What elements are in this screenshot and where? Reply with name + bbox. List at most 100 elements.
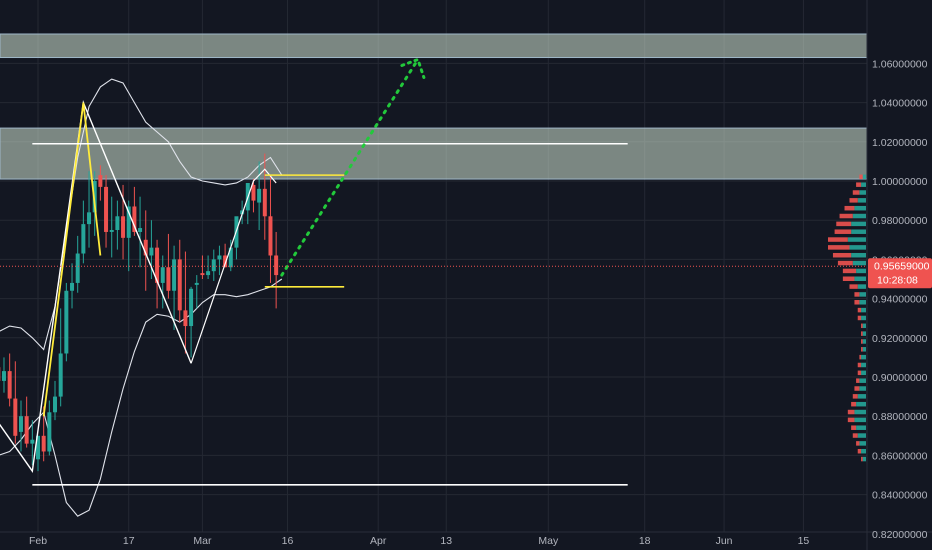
last-price-tag-bg (868, 258, 932, 289)
time-tick-label: 17 (123, 535, 135, 547)
candle-body (30, 439, 35, 444)
candle-body (70, 282, 75, 291)
drawings (0, 57, 867, 486)
volume-profile-up-bar (861, 182, 866, 187)
time-tick-label: May (538, 535, 559, 547)
candle-body (155, 247, 160, 283)
volume-profile-up-bar (862, 323, 866, 329)
time-tick-label: 16 (282, 535, 294, 547)
candle-body (13, 398, 18, 436)
volume-profile-up-bar (856, 401, 866, 407)
volume-profile-up-bar (862, 174, 866, 180)
volume-profile-up-bar (861, 362, 866, 368)
price-tick-label: 0.90000000 (872, 372, 928, 384)
volume-profile (828, 174, 866, 462)
candle-body (194, 282, 199, 285)
candle-body (143, 239, 148, 256)
time-tick-label: Feb (29, 535, 47, 547)
volume-profile-up-bar (854, 276, 866, 281)
volume-profile-up-bar (861, 448, 866, 454)
white-wave-line (0, 99, 192, 473)
volume-profile-up-bar (852, 260, 866, 266)
volume-profile-up-bar (851, 221, 866, 227)
price-tick-label: 1.06000000 (872, 58, 928, 70)
volume-profile-up-bar (851, 229, 866, 234)
candle-body (1, 371, 6, 381)
volume-profile-up-bar (857, 198, 866, 203)
projection-arrow-line (280, 57, 420, 277)
volume-profile-up-bar (859, 292, 866, 297)
volume-profile-down-bar (852, 394, 858, 399)
price-tick-label: 0.98000000 (872, 215, 928, 227)
candle-body (183, 310, 188, 327)
bollinger-bands (0, 78, 283, 517)
volume-profile-down-bar (849, 284, 858, 289)
volume-profile-down-bar (856, 378, 860, 383)
candle-body (98, 175, 103, 187)
price-tick-label: 0.88000000 (872, 411, 928, 423)
volume-profile-down-bar (861, 323, 863, 329)
time-tick-label: 15 (798, 535, 810, 547)
volume-profile-down-bar (851, 425, 857, 430)
candle-body (274, 255, 279, 276)
volume-profile-up-bar (857, 284, 866, 289)
time-tick-label: Apr (370, 535, 387, 547)
candle-body (262, 188, 267, 217)
volume-profile-up-bar (857, 433, 866, 438)
candle-body (228, 247, 233, 268)
volume-profile-up-bar (859, 190, 866, 195)
volume-profile-down-bar (834, 229, 852, 234)
candle-body (121, 216, 126, 238)
volume-profile-down-bar (856, 441, 860, 446)
candles (0, 153, 279, 472)
volume-profile-down-bar (839, 213, 853, 219)
volume-profile-down-bar (854, 300, 860, 305)
volume-profile-up-bar (859, 300, 866, 305)
yellow-wave-line (42, 102, 102, 417)
candle-body (200, 273, 205, 276)
volume-profile-up-bar (854, 409, 866, 415)
candle-body (138, 228, 143, 232)
last-price-label: 0.95659000 (874, 260, 930, 272)
price-tick-label: 1.02000000 (872, 137, 928, 149)
resistance-zone (0, 127, 868, 180)
volume-profile-up-bar (859, 386, 866, 391)
candle-body (189, 288, 194, 327)
volume-profile-up-bar (852, 213, 866, 219)
volume-profile-down-bar (857, 448, 862, 454)
volume-profile-down-bar (859, 174, 863, 180)
zones (0, 33, 868, 180)
countdown-label: 10:28:08 (877, 274, 918, 286)
candle-body (53, 396, 58, 413)
volume-profile-up-bar (861, 315, 866, 321)
candle-body (172, 259, 177, 291)
volume-profile-up-bar (862, 347, 866, 352)
grid (0, 0, 867, 535)
volume-profile-down-bar (861, 456, 863, 462)
volume-profile-up-bar (851, 252, 866, 258)
candle-body (166, 267, 171, 291)
price-tick-label: 0.92000000 (872, 333, 928, 345)
volume-profile-up-bar (849, 245, 866, 250)
price-tick-label: 0.82000000 (872, 529, 928, 541)
candle-body (211, 259, 216, 272)
candle-body (24, 416, 29, 444)
resistance-zone (0, 33, 868, 59)
volume-profile-down-bar (828, 245, 850, 250)
volume-profile-up-bar (862, 339, 866, 344)
candle-body (149, 247, 154, 256)
volume-profile-down-bar (861, 339, 863, 344)
last-price-tag: 0.95659000 10:28:08 (868, 258, 932, 289)
volume-profile-up-bar (856, 268, 866, 274)
volume-profile-up-bar (862, 331, 866, 336)
projection-arrow-head (400, 57, 426, 79)
volume-profile-down-bar (828, 237, 848, 242)
time-tick-label: Mar (193, 535, 212, 547)
candle-body (36, 435, 40, 460)
volume-profile-up-bar (854, 417, 866, 423)
price-tick-label: 0.86000000 (872, 450, 928, 462)
volume-profile-down-bar (861, 331, 863, 336)
volume-profile-down-bar (847, 409, 855, 415)
